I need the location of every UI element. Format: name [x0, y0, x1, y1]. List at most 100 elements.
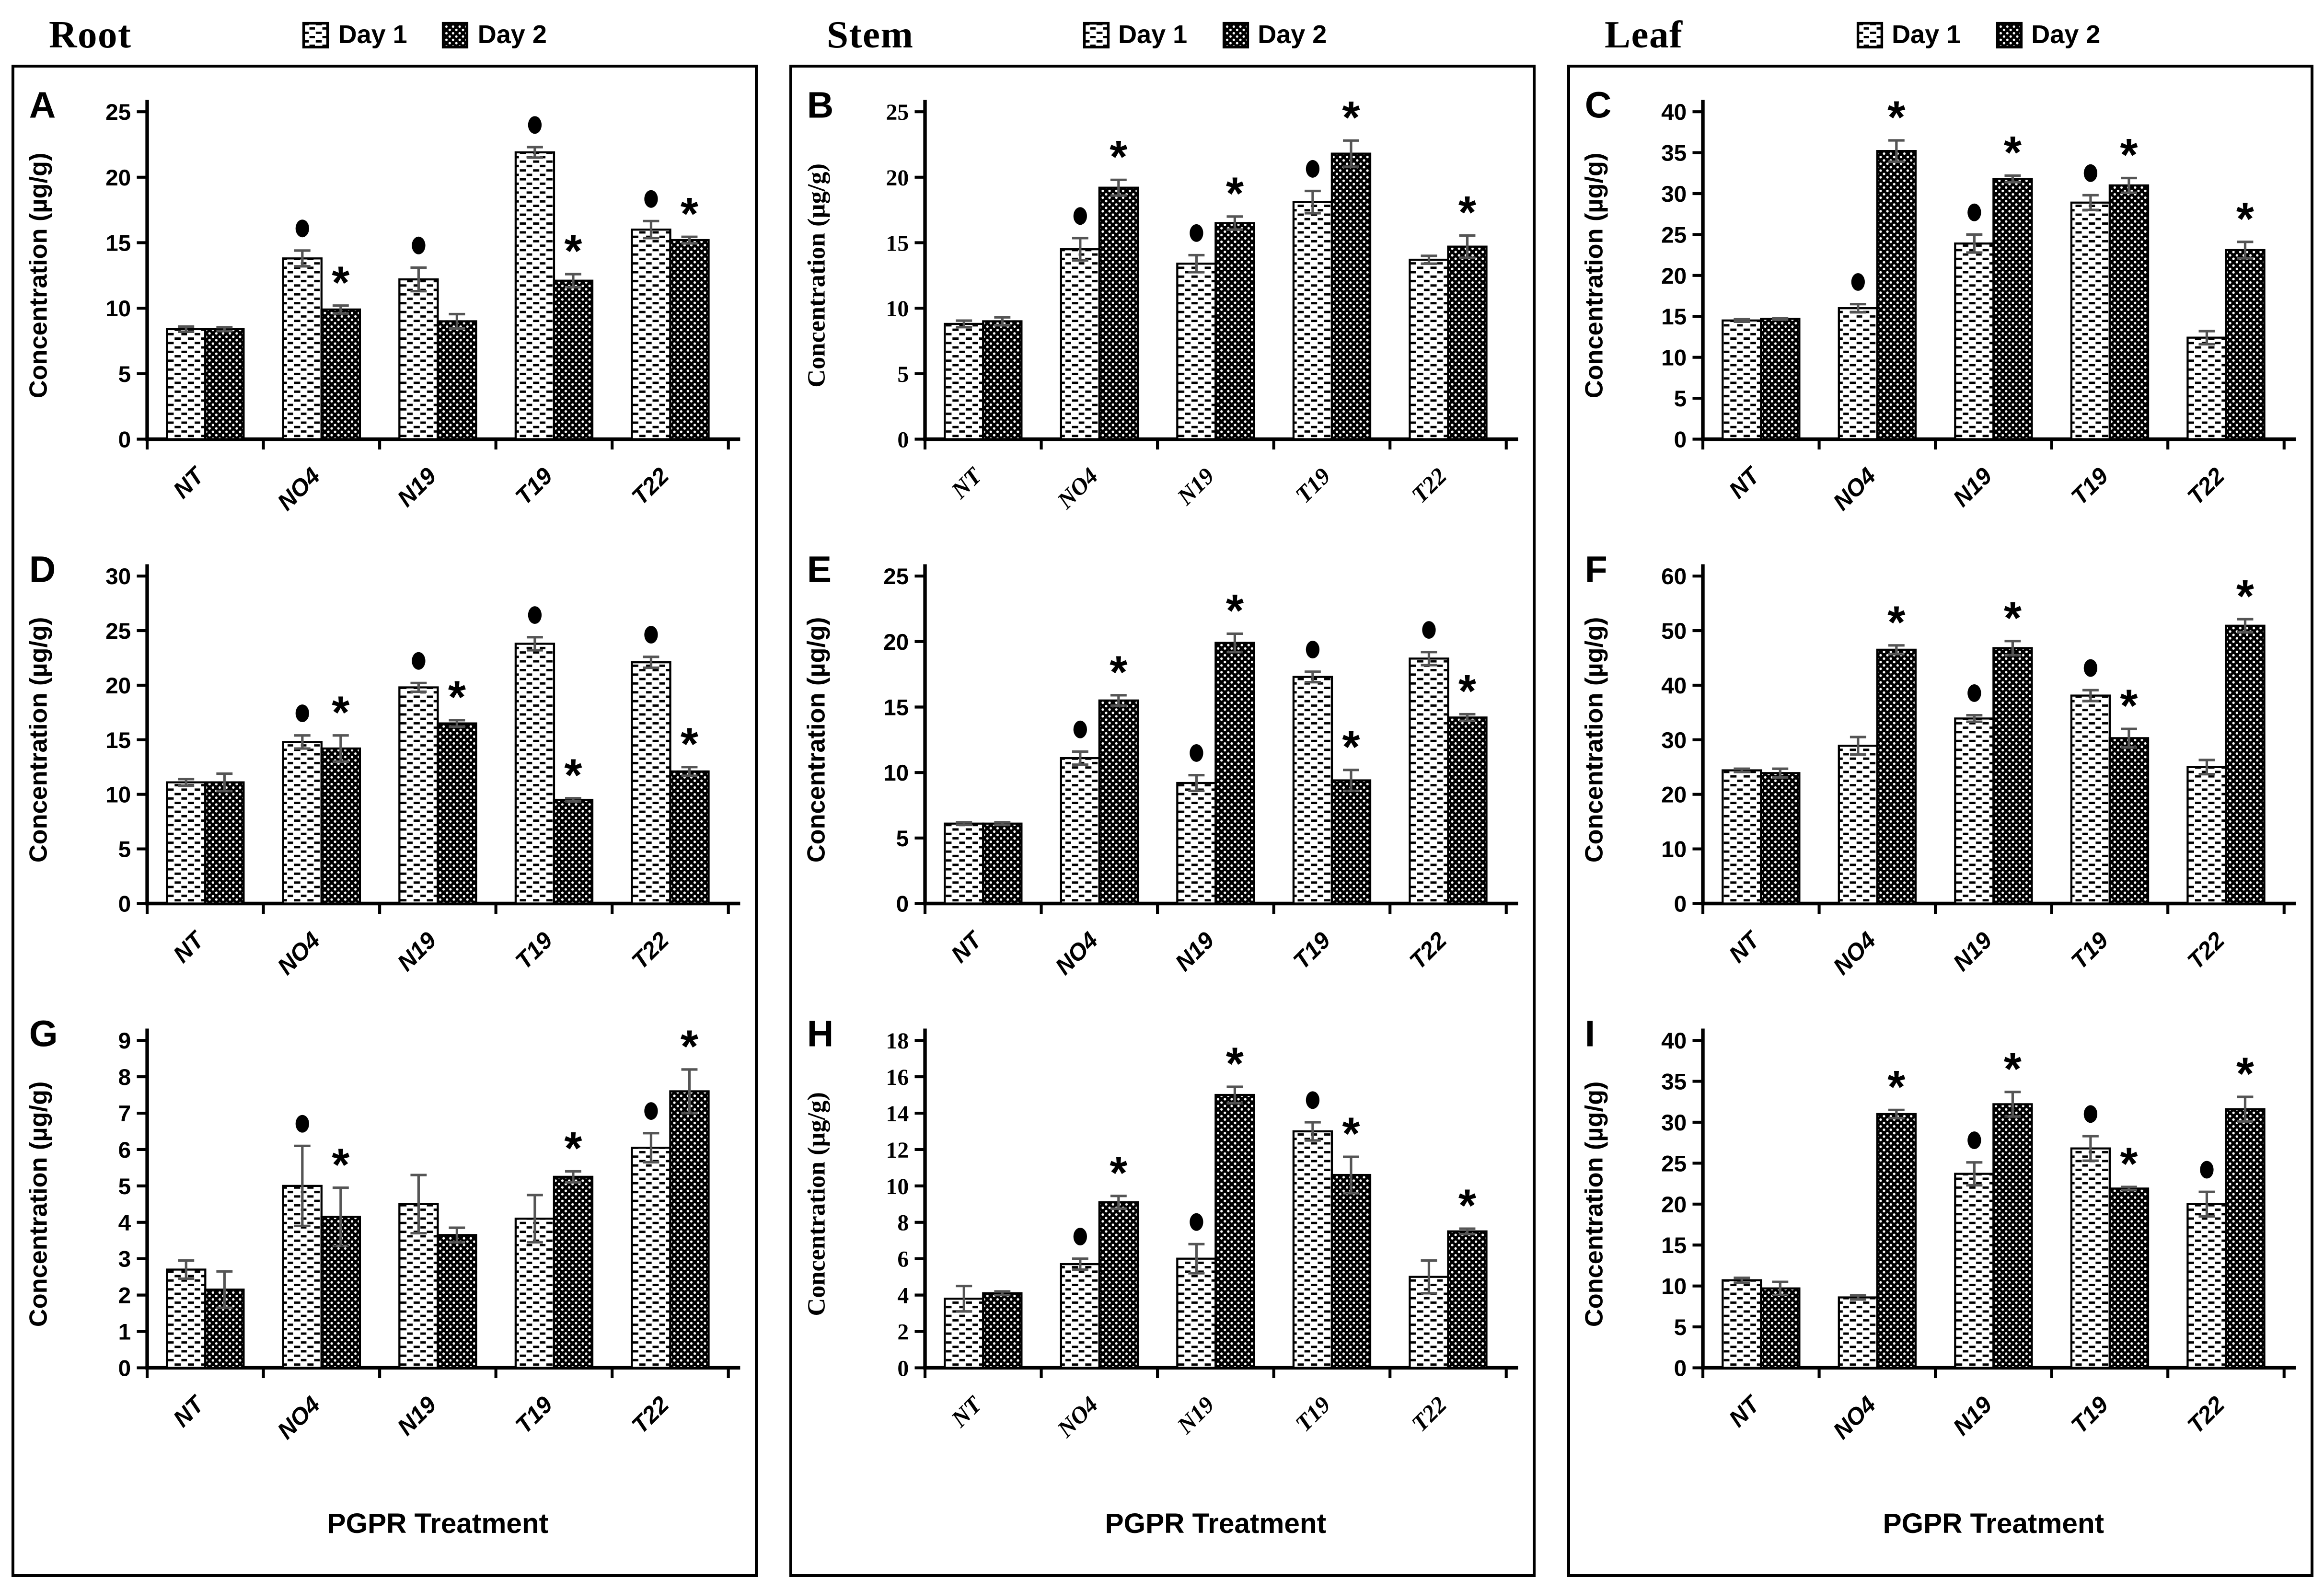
svg-text:T19: T19 — [510, 926, 558, 974]
svg-text:*: * — [1458, 1180, 1477, 1231]
svg-text:20: 20 — [1661, 1192, 1687, 1217]
svg-text:10: 10 — [886, 1174, 909, 1199]
legend-day1-label: Day 1 — [1118, 20, 1187, 50]
svg-text:15: 15 — [105, 230, 131, 255]
svg-text:7: 7 — [118, 1101, 131, 1127]
legend-day2-label: Day 2 — [478, 20, 547, 50]
day1-swatch-icon — [1856, 21, 1883, 48]
svg-text:9: 9 — [118, 1028, 131, 1054]
svg-text:NT: NT — [168, 1390, 210, 1432]
svg-text:N19: N19 — [1170, 926, 1219, 976]
legend-item-day2: Day 2 — [1995, 20, 2100, 50]
svg-text:2: 2 — [118, 1283, 131, 1308]
svg-text:PGPR Treatment: PGPR Treatment — [1883, 1508, 2104, 1539]
svg-text:40: 40 — [1661, 673, 1687, 698]
svg-text:NT: NT — [946, 1391, 987, 1432]
svg-text:NO4: NO4 — [1828, 926, 1881, 979]
svg-text:4: 4 — [118, 1210, 131, 1235]
svg-text:15: 15 — [1661, 1233, 1687, 1258]
svg-text:T19: T19 — [1290, 1391, 1336, 1437]
svg-text:E: E — [807, 549, 832, 590]
svg-text:NO4: NO4 — [272, 462, 325, 515]
svg-text:Concentration (µg/g): Concentration (µg/g) — [803, 163, 831, 387]
svg-text:NO4: NO4 — [1828, 1391, 1881, 1444]
svg-text:5: 5 — [897, 361, 909, 386]
svg-text:Concentration (µg/g): Concentration (µg/g) — [25, 152, 53, 398]
svg-text:35: 35 — [1661, 140, 1687, 165]
svg-text:5: 5 — [118, 361, 131, 386]
svg-text:NT: NT — [168, 925, 210, 967]
svg-text:40: 40 — [1661, 99, 1687, 125]
legend-stem: Day 1 Day 2 — [1082, 20, 1327, 50]
svg-text:*: * — [1342, 1108, 1360, 1159]
svg-text:*: * — [564, 749, 582, 800]
svg-text:N19: N19 — [392, 461, 441, 511]
svg-text:5: 5 — [1674, 1315, 1687, 1340]
svg-text:6: 6 — [897, 1246, 909, 1272]
svg-text:T19: T19 — [510, 461, 558, 509]
svg-text:Concentration (µg/g): Concentration (µg/g) — [25, 617, 53, 863]
svg-text:*: * — [564, 1123, 582, 1174]
day1-swatch-icon — [1082, 21, 1110, 48]
svg-text:40: 40 — [1661, 1028, 1687, 1054]
svg-text:18: 18 — [886, 1028, 909, 1054]
column-title-root: Root — [49, 12, 132, 57]
svg-text:*: * — [564, 225, 582, 276]
svg-text:T19: T19 — [2066, 1391, 2114, 1439]
svg-text:25: 25 — [105, 618, 131, 644]
legend-item-day1: Day 1 — [1082, 20, 1187, 50]
svg-text:*: * — [1110, 1148, 1128, 1198]
svg-text:T22: T22 — [626, 1391, 674, 1439]
svg-text:T22: T22 — [626, 926, 674, 974]
svg-text:8: 8 — [118, 1065, 131, 1090]
svg-text:25: 25 — [1661, 1151, 1687, 1176]
svg-text:A: A — [29, 84, 56, 125]
svg-text:35: 35 — [1661, 1069, 1687, 1094]
day1-swatch-icon — [302, 21, 330, 48]
svg-text:*: * — [681, 718, 699, 769]
column-root-header: Root Day 1 Day 2 — [12, 6, 758, 64]
svg-text:Concentration (µg/g): Concentration (µg/g) — [803, 1092, 831, 1316]
svg-text:20: 20 — [1661, 263, 1687, 288]
svg-text:5: 5 — [118, 1174, 131, 1199]
svg-text:*: * — [2236, 193, 2255, 244]
legend-day2-label: Day 2 — [1258, 20, 1327, 50]
svg-text:16: 16 — [886, 1065, 909, 1090]
svg-text:NT: NT — [946, 925, 988, 967]
svg-text:0: 0 — [118, 426, 131, 452]
svg-text:20: 20 — [886, 164, 909, 190]
svg-text:N19: N19 — [392, 1391, 441, 1440]
svg-text:25: 25 — [886, 99, 909, 125]
column-title-stem: Stem — [827, 12, 913, 57]
legend-leaf: Day 1 Day 2 — [1856, 20, 2100, 50]
svg-text:T22: T22 — [1406, 462, 1452, 507]
svg-text:N19: N19 — [1172, 1391, 1220, 1439]
svg-text:I: I — [1585, 1013, 1595, 1054]
svg-text:20: 20 — [1661, 782, 1687, 807]
column-root: Root Day 1 Day 2 A Concentration (µg/g) 0 5… — [12, 6, 758, 1577]
svg-text:0: 0 — [896, 891, 909, 916]
svg-text:NO4: NO4 — [272, 926, 325, 979]
svg-text:F: F — [1585, 549, 1607, 590]
svg-text:NO4: NO4 — [272, 1391, 325, 1444]
svg-text:*: * — [1226, 168, 1244, 219]
svg-text:H: H — [807, 1013, 834, 1054]
svg-text:PGPR Treatment: PGPR Treatment — [327, 1508, 548, 1539]
svg-text:D: D — [29, 549, 56, 590]
svg-text:0: 0 — [1674, 426, 1687, 452]
svg-text:*: * — [2236, 571, 2255, 622]
legend-day2-label: Day 2 — [2031, 20, 2100, 50]
svg-text:20: 20 — [883, 629, 909, 655]
svg-text:10: 10 — [883, 760, 909, 785]
svg-text:0: 0 — [897, 1356, 909, 1381]
